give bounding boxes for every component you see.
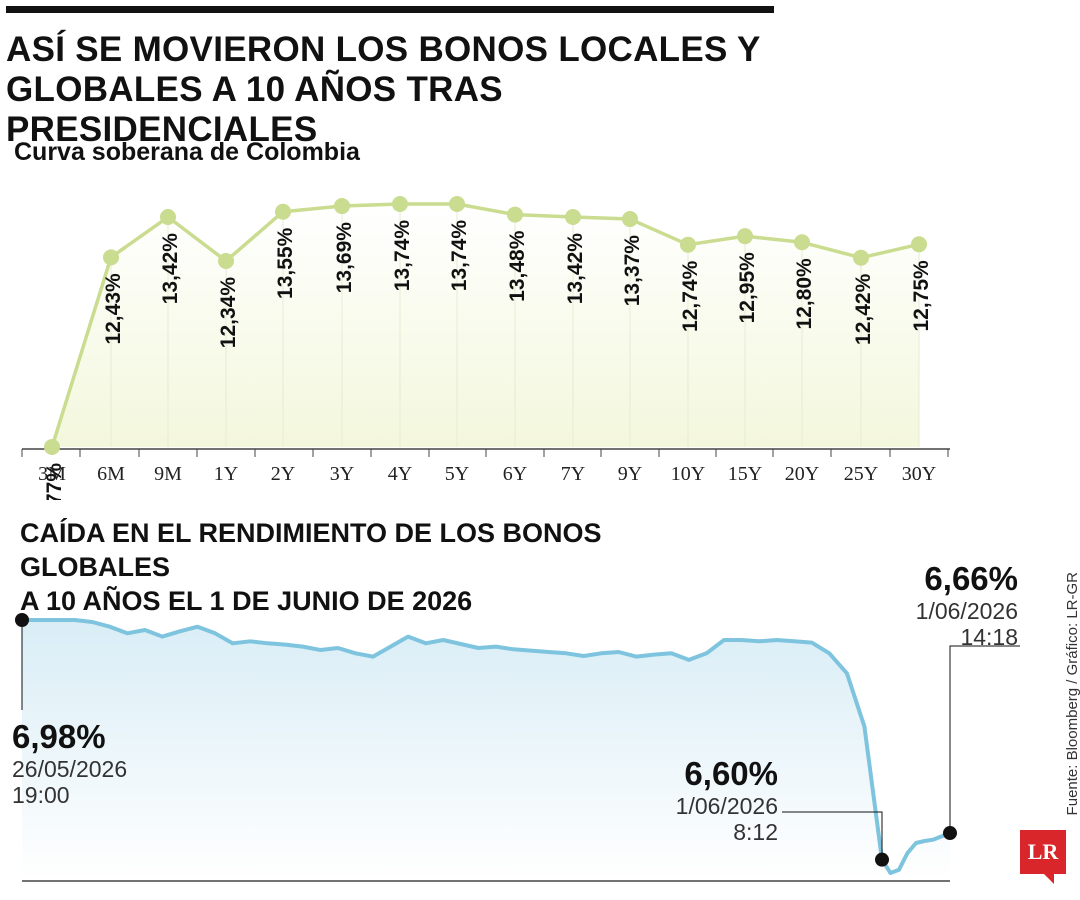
low-leader-line — [782, 811, 883, 860]
curve-data-label-20y: 12,80% — [793, 258, 816, 330]
low-time: 8:12 — [733, 819, 778, 846]
curve-point-9m — [160, 209, 176, 226]
curve-data-label-1y: 12,34% — [217, 277, 240, 349]
curve-tick-label-3y: 3Y — [330, 463, 354, 485]
curve-data-label-3m: 7,77% — [43, 463, 66, 500]
curve-area-fill — [52, 204, 919, 447]
curve-data-label-9y: 13,37% — [621, 235, 644, 307]
start-value: 6,98% — [12, 718, 106, 755]
lr-logo: LR — [1020, 830, 1066, 874]
curve-tick-label-20y: 20Y — [785, 463, 819, 485]
curve-tick-label-9y: 9Y — [618, 463, 642, 485]
top-rule — [6, 6, 774, 13]
curve-point-7y — [565, 209, 581, 226]
curve-data-label-9m: 13,42% — [159, 233, 182, 305]
curve-tick-label-4y: 4Y — [388, 463, 412, 485]
curve-data-label-6m: 12,43% — [102, 273, 125, 345]
headline: ASÍ SE MOVIERON LOS BONOS LOCALES Y GLOB… — [6, 30, 761, 149]
curve-data-label-30y: 12,75% — [910, 260, 933, 332]
curve-data-label-10y: 12,74% — [679, 260, 702, 332]
end-time: 14:18 — [960, 624, 1018, 651]
curve-data-label-25y: 12,42% — [852, 273, 875, 345]
curve-point-3m — [44, 439, 60, 455]
curve-data-label-3y: 13,69% — [333, 222, 356, 294]
curve-data-label-15y: 12,95% — [736, 252, 759, 324]
curve-tick-label-6y: 6Y — [503, 463, 527, 485]
curve-tick-label-2y: 2Y — [271, 463, 295, 485]
curve-point-15y — [737, 228, 753, 245]
curve-tick-label-9m: 9M — [154, 463, 182, 485]
yield-series-line — [22, 618, 951, 875]
start-callout: 6,98% 26/05/2026 19:00 — [12, 718, 127, 809]
curve-data-label-4y: 13,74% — [391, 220, 414, 292]
curve-series-line — [50, 202, 920, 448]
curve-point-25y — [853, 249, 869, 266]
lr-logo-tip — [1044, 874, 1054, 884]
end-value: 6,66% — [924, 560, 1018, 597]
start-time: 19:00 — [12, 782, 70, 809]
curve-point-30y — [911, 236, 927, 253]
curve-point-4y — [392, 196, 408, 212]
end-point-marker — [943, 826, 957, 841]
curve-tick-label-6m: 6M — [97, 463, 125, 485]
curve-data-label-7y: 13,42% — [564, 233, 587, 305]
curve-chart-title: Curva soberana de Colombia — [14, 138, 360, 166]
curve-point-6y — [507, 206, 523, 223]
curve-tick-label-15y: 15Y — [728, 463, 762, 485]
end-leader-line — [949, 645, 1020, 834]
curve-point-5y — [449, 196, 465, 212]
curve-point-2y — [275, 203, 291, 220]
curve-tick-label-30y: 30Y — [902, 463, 936, 485]
low-date: 1/06/2026 — [675, 792, 778, 819]
start-date: 26/05/2026 — [12, 755, 128, 782]
curve-point-10y — [680, 236, 696, 253]
yield-chart-title: CAÍDA EN EL RENDIMIENTO DE LOS BONOS GLO… — [20, 516, 720, 618]
curve-tick-label-3m: 3M — [38, 463, 66, 485]
curve-tick-label-25y: 25Y — [844, 463, 878, 485]
curve-point-6m — [103, 249, 119, 266]
start-point-marker — [15, 613, 29, 627]
yield-chart-title-line-1: CAÍDA EN EL RENDIMIENTO DE LOS BONOS GLO… — [20, 518, 602, 582]
curve-point-3y — [334, 198, 350, 215]
end-date: 1/06/2026 — [915, 597, 1018, 624]
end-callout: 6,66% 1/06/2026 14:18 — [880, 560, 1018, 651]
curve-data-label-6y: 13,48% — [506, 230, 529, 302]
low-callout: 6,60% 1/06/2026 8:12 — [640, 755, 778, 846]
yield-area-fill — [22, 620, 950, 880]
curve-data-label-2y: 13,55% — [274, 227, 297, 299]
curve-tick-label-5y: 5Y — [445, 463, 469, 485]
curve-tick-label-1y: 1Y — [214, 463, 238, 485]
source-credit: Fuente: Bloomberg / Gráfico: LR-GR — [1064, 572, 1080, 816]
yield-chart-title-line-2: A 10 AÑOS EL 1 DE JUNIO DE 2026 — [20, 586, 473, 616]
curve-point-20y — [794, 234, 810, 251]
curve-point-1y — [218, 252, 234, 269]
low-point-marker — [875, 852, 889, 867]
curve-tick-label-7y: 7Y — [561, 463, 585, 485]
curve-data-label-5y: 13,74% — [448, 220, 471, 292]
curve-point-9y — [622, 211, 638, 228]
curve-tick-label-10y: 10Y — [671, 463, 705, 485]
sovereign-curve-chart: 7,77%3M 12,43% 6M 13,42% 9M 12,34% 1Y 13,55% 2Y 1… — [21, 196, 950, 500]
low-value: 6,60% — [684, 755, 778, 792]
